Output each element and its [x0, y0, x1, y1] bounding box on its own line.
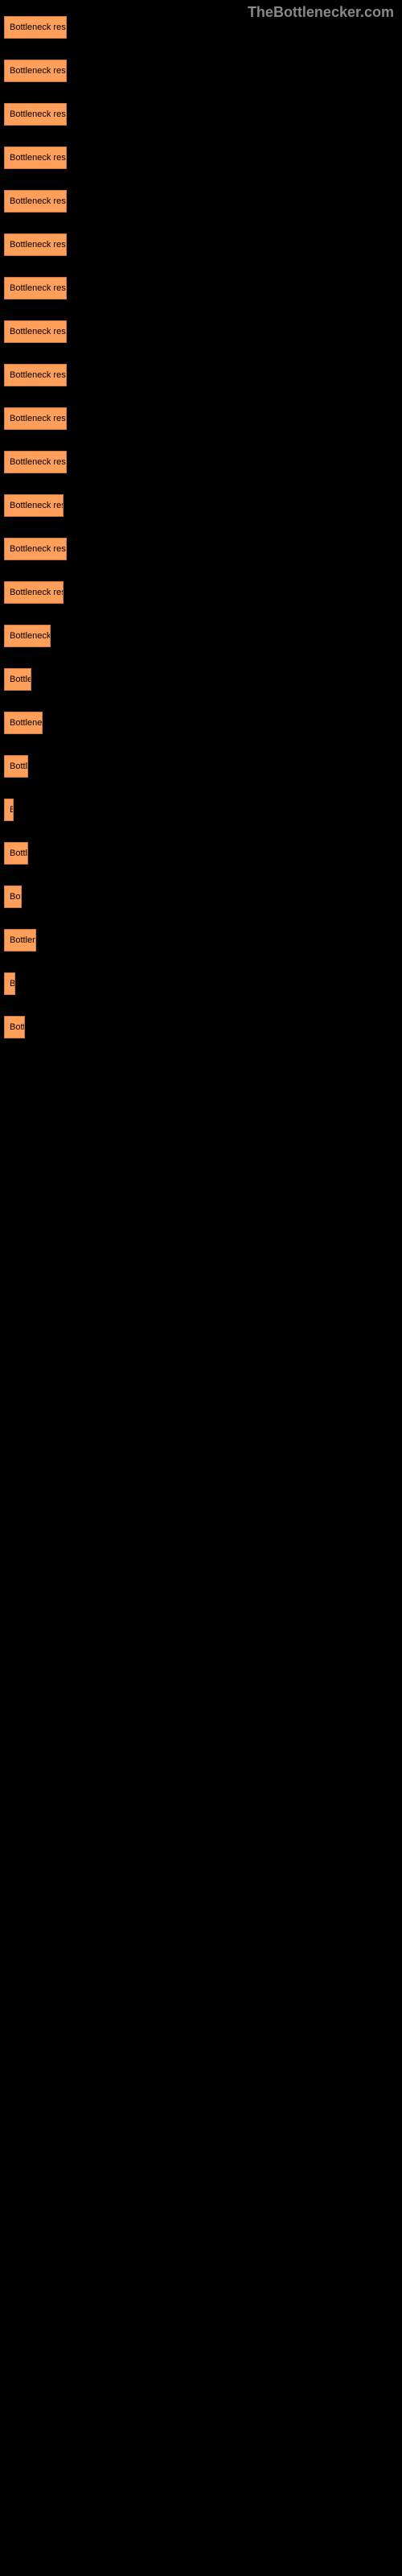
- bar-item: Bottleneck result: [4, 233, 402, 256]
- bar: Bottleneck result: [4, 16, 67, 39]
- bar: Bottleneck result: [4, 320, 67, 343]
- bar: Bott: [4, 886, 22, 908]
- bar-item: Bottleneck result: [4, 190, 402, 213]
- bar: Bottle: [4, 842, 28, 865]
- bar: Bottleneck result: [4, 60, 67, 82]
- bar-item: Bottl: [4, 1016, 402, 1038]
- bar-item: Bottleneck result: [4, 277, 402, 299]
- bar-item: Bottleneck: [4, 712, 402, 734]
- bar-item: Bottleneck result: [4, 16, 402, 39]
- bar-item: Bottleneck result: [4, 538, 402, 560]
- bar: Bottle: [4, 755, 28, 778]
- bar: Bottlen: [4, 668, 31, 691]
- bar: Bottleneck result: [4, 190, 67, 213]
- bar: Bottleneck result: [4, 233, 67, 256]
- bar: Bottl: [4, 1016, 25, 1038]
- bar: Bottleneck r: [4, 625, 51, 647]
- bar-item: Bottlen: [4, 668, 402, 691]
- bar-item: Bottleneck result: [4, 407, 402, 430]
- bar-item: Bottleneck result: [4, 147, 402, 169]
- bar-item: Bottle: [4, 842, 402, 865]
- bar: Bottleneck result: [4, 451, 67, 473]
- bar: Bottleneck result: [4, 364, 67, 386]
- bar-item: Bottlene: [4, 929, 402, 952]
- bar-item: Bottleneck result: [4, 364, 402, 386]
- bar-item: Bottleneck result: [4, 60, 402, 82]
- bar-chart: Bottleneck result Bottleneck result Bottle…: [0, 0, 402, 1038]
- bar-item: Bottleneck resul: [4, 494, 402, 517]
- bar: B: [4, 972, 15, 995]
- bar: Bottleneck result: [4, 538, 67, 560]
- bar-item: B: [4, 972, 402, 995]
- bar: B: [4, 799, 14, 821]
- bar: Bottleneck result: [4, 147, 67, 169]
- bar: Bottleneck result: [4, 103, 67, 126]
- bar-item: Bottleneck result: [4, 103, 402, 126]
- bar-item: Bottleneck resul: [4, 581, 402, 604]
- bar: Bottleneck resul: [4, 494, 64, 517]
- bar: Bottleneck: [4, 712, 43, 734]
- bar: Bottleneck resul: [4, 581, 64, 604]
- bar-item: Bottle: [4, 755, 402, 778]
- bar: Bottleneck result: [4, 407, 67, 430]
- bar-item: Bottleneck result: [4, 320, 402, 343]
- bar-item: Bottleneck r: [4, 625, 402, 647]
- bar-item: B: [4, 799, 402, 821]
- bar-item: Bott: [4, 886, 402, 908]
- bar: Bottleneck result: [4, 277, 67, 299]
- bar: Bottlene: [4, 929, 36, 952]
- bar-item: Bottleneck result: [4, 451, 402, 473]
